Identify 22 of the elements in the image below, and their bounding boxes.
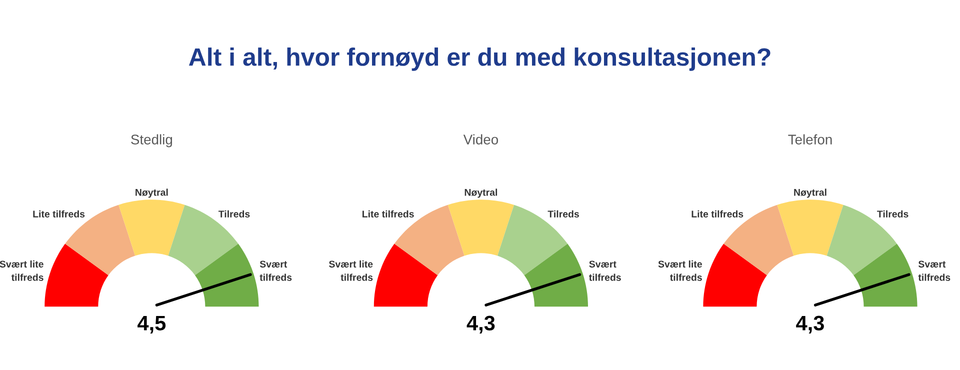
slice-label: Nøytral [794, 188, 826, 198]
chart-subtitle: Video [463, 134, 498, 144]
slice-label: Tilreds [548, 210, 579, 218]
slice-label: Svært lite tilfreds [658, 260, 702, 281]
slice-label: Tilreds [218, 210, 250, 218]
slice-label: Lite tilfreds [362, 210, 414, 218]
slice-label: Tilreds [877, 210, 908, 218]
text: 4,5 [138, 316, 166, 334]
slice-label: Nøytral [136, 188, 168, 198]
slice-label: Svært lite tilfreds [0, 260, 44, 281]
slice-label: Svært tilfreds [589, 260, 621, 281]
slice-label: Lite tilfreds [33, 210, 85, 218]
slice-label: Svært tilfreds [260, 260, 292, 281]
slice-label: Svært lite tilfreds [329, 260, 373, 281]
slice-label: Nøytral [464, 188, 498, 198]
slice-label: Svært tilfreds [918, 260, 950, 281]
chart-subtitle: Stedlig [131, 134, 172, 148]
chart-subtitle: Telefon [788, 134, 832, 144]
slice-label: Lite tilfreds [692, 210, 744, 218]
text: 4,3 [466, 316, 495, 334]
text: Alt i alt, hvor fornøyd er du med konsultasjonen? [188, 48, 770, 71]
text: 4,3 [796, 316, 824, 334]
